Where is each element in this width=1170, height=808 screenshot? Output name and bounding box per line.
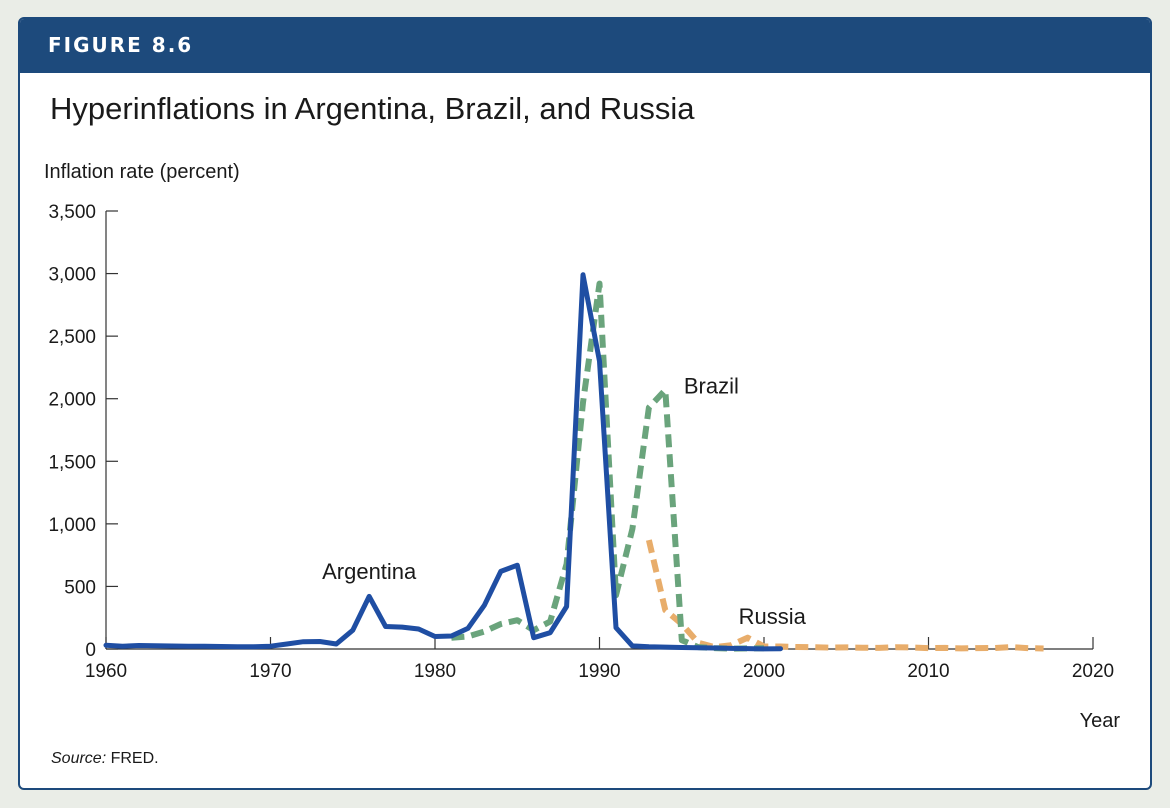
series-label-brazil: Brazil [684, 374, 739, 399]
series-line-russia [645, 539, 1044, 652]
line-chart: Inflation rate (percent) Year 0 500 1,000 1… [44, 161, 1121, 732]
y-tick-label: 2,500 [48, 327, 96, 348]
y-axis-title: Inflation rate (percent) [44, 161, 240, 183]
series-labels: Argentina Brazil Russia [322, 374, 807, 629]
y-tick-label: 2,000 [48, 390, 96, 411]
y-tick-label: 3,000 [48, 265, 96, 286]
source-text: FRED. [106, 750, 159, 767]
x-tick-label: 1980 [414, 661, 456, 682]
y-tick-label: 500 [64, 577, 96, 598]
figure-title: Hyperinflations in Argentina, Brazil, an… [50, 91, 695, 126]
y-tick-label: 3,500 [48, 202, 96, 223]
series-line-argentina [103, 272, 783, 652]
x-tick-label: 2010 [907, 661, 949, 682]
series-label-argentina: Argentina [322, 559, 417, 584]
figure-panel: FIGURE 8.6 Hyperinflations in Argentina,… [18, 17, 1152, 790]
x-tick-label: 1990 [578, 661, 620, 682]
source-prefix: Source: [51, 750, 107, 767]
series-lines [103, 272, 1044, 652]
source-note: Source: FRED. [51, 750, 159, 768]
y-tick-label: 1,000 [48, 515, 96, 536]
series-label-russia: Russia [739, 604, 807, 629]
y-tick-label: 1,500 [48, 452, 96, 473]
x-tick-label: 2000 [743, 661, 785, 682]
series-line-brazil [451, 280, 765, 652]
x-axis-title: Year [1080, 710, 1121, 732]
figure-label: FIGURE 8.6 [48, 33, 194, 57]
y-tick-label: 0 [85, 640, 96, 661]
x-tick-label: 2020 [1072, 661, 1114, 682]
x-tick-label: 1960 [85, 661, 127, 682]
axes: 0 500 1,000 1,500 2,000 2,500 3,000 3,500 1960 19… [48, 202, 1114, 682]
x-tick-label: 1970 [249, 661, 291, 682]
figure-banner: FIGURE 8.6 [20, 19, 1150, 73]
